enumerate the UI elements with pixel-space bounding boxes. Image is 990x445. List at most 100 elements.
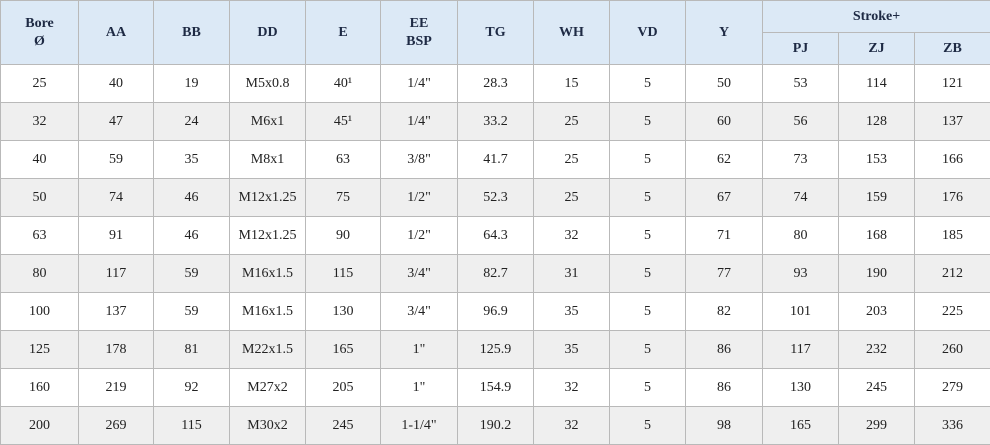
table-cell: 137 (913, 102, 990, 141)
table-row: 100 137 59 M16x1.5 130 3/4" 96.9 35 5 82 101 203 225 (0, 292, 990, 331)
table-cell: 40 (78, 64, 154, 103)
table-cell: 35 (533, 330, 610, 369)
column-header: BB (153, 0, 230, 65)
table-cell: 1" (380, 368, 458, 407)
table-cell: 279 (913, 368, 990, 407)
table-cell: 190.2 (457, 406, 534, 445)
table-cell: 93 (762, 254, 839, 293)
table-cell: 154.9 (457, 368, 534, 407)
table-cell: 45¹ (305, 102, 381, 141)
table-cell: 25 (533, 140, 610, 179)
column-header: EE BSP (380, 0, 458, 65)
column-header: AA (78, 0, 154, 65)
header-row: Bore Ø AA BB DD E EE BSP TG WH VD Y Stroke+ (0, 0, 990, 65)
table-cell: M30x2 (229, 406, 306, 445)
table-cell: 63 (0, 216, 79, 255)
table-cell: M5x0.8 (229, 64, 306, 103)
table-cell: 19 (153, 64, 230, 103)
column-header: Y (685, 0, 763, 65)
table-cell: 33.2 (457, 102, 534, 141)
table-cell: M27x2 (229, 368, 306, 407)
table-cell: 41.7 (457, 140, 534, 179)
header-text: Bore (25, 15, 54, 31)
table-cell: 165 (762, 406, 839, 445)
table-cell: 63 (305, 140, 381, 179)
table-cell: 86 (685, 330, 763, 369)
table-cell: 5 (609, 368, 686, 407)
table-cell: 115 (153, 406, 230, 445)
table-cell: 46 (153, 178, 230, 217)
table-cell: 5 (609, 178, 686, 217)
column-header: PJ (762, 32, 839, 65)
table-cell: 80 (762, 216, 839, 255)
table-cell: 185 (913, 216, 990, 255)
column-header: DD (229, 0, 306, 65)
header-text: WH (559, 24, 584, 40)
column-header: WH (533, 0, 610, 65)
table-cell: 5 (609, 330, 686, 369)
column-header: VD (609, 0, 686, 65)
table-cell: 74 (762, 178, 839, 217)
header-text: BSP (406, 33, 432, 49)
table-cell: 205 (305, 368, 381, 407)
table-cell: 59 (78, 140, 154, 179)
table-cell: 81 (153, 330, 230, 369)
table-cell: 1/4" (380, 102, 458, 141)
header-text: DD (257, 24, 278, 40)
table-body: 25 40 19 M5x0.8 40¹ 1/4" 28.3 15 5 50 53 114 121 32 47… (0, 64, 990, 445)
table-cell: 5 (609, 292, 686, 331)
table-cell: 5 (609, 64, 686, 103)
table-cell: 25 (0, 64, 79, 103)
table-cell: 130 (762, 368, 839, 407)
table-cell: 67 (685, 178, 763, 217)
table-cell: 15 (533, 64, 610, 103)
table-cell: 32 (533, 216, 610, 255)
table-cell: 5 (609, 254, 686, 293)
table-row: 50 74 46 M12x1.25 75 1/2" 52.3 25 5 67 74 159 176 (0, 178, 990, 217)
table-cell: 219 (78, 368, 154, 407)
table-cell: 91 (78, 216, 154, 255)
table-cell: 5 (609, 216, 686, 255)
table-row: 32 47 24 M6x1 45¹ 1/4" 33.2 25 5 60 56 128 137 (0, 102, 990, 141)
table-cell: 31 (533, 254, 610, 293)
table-cell: 117 (762, 330, 839, 369)
table-cell: 245 (305, 406, 381, 445)
table-cell: 200 (0, 406, 79, 445)
table-row: 25 40 19 M5x0.8 40¹ 1/4" 28.3 15 5 50 53 114 121 (0, 64, 990, 103)
table-cell: 53 (762, 64, 839, 103)
table-cell: 86 (685, 368, 763, 407)
table-row: 40 59 35 M8x1 63 3/8" 41.7 25 5 62 73 153 166 (0, 140, 990, 179)
table-cell: 1/2" (380, 216, 458, 255)
table-cell: 212 (913, 254, 990, 293)
header-text: Y (718, 24, 730, 40)
header-text: AA (105, 24, 127, 40)
group-header: Stroke+ (761, 0, 990, 33)
column-header: ZB (913, 32, 990, 65)
table-cell: 82 (685, 292, 763, 331)
table-cell: 125 (0, 330, 79, 369)
table-cell: 56 (762, 102, 839, 141)
table-cell: 71 (685, 216, 763, 255)
table-cell: 35 (153, 140, 230, 179)
table-cell: 203 (838, 292, 915, 331)
column-header: Bore Ø (0, 0, 79, 65)
table-cell: 25 (533, 102, 610, 141)
table-cell: 269 (78, 406, 154, 445)
table-cell: 232 (838, 330, 915, 369)
header-text: Ø (34, 33, 45, 49)
table-cell: 176 (913, 178, 990, 217)
table-header: Bore Ø AA BB DD E EE BSP TG WH VD Y Stroke+ PJ ZJ ZB (0, 0, 990, 65)
table-cell: 75 (305, 178, 381, 217)
table-cell: 160 (0, 368, 79, 407)
table-cell: 40¹ (305, 64, 381, 103)
table-cell: 59 (153, 254, 230, 293)
table-cell: 32 (0, 102, 79, 141)
table-cell: M16x1.5 (229, 292, 306, 331)
table-cell: 260 (913, 330, 990, 369)
table-cell: 24 (153, 102, 230, 141)
table-cell: M16x1.5 (229, 254, 306, 293)
table-cell: 5 (609, 140, 686, 179)
table-cell: M8x1 (229, 140, 306, 179)
